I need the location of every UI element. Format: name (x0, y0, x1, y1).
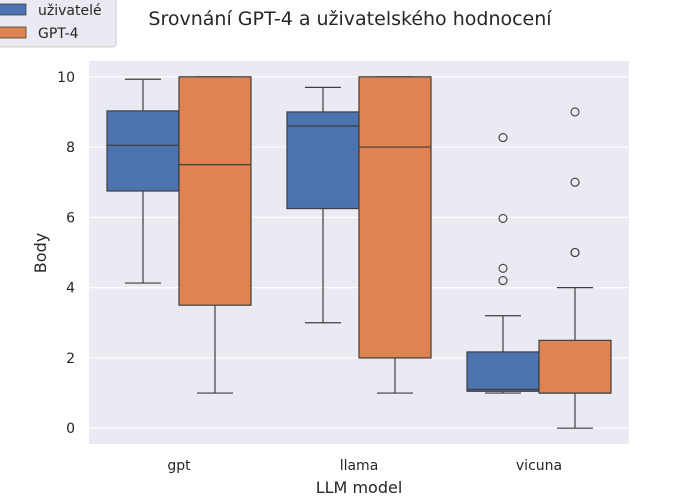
y-tick-label: 2 (66, 351, 75, 367)
y-axis-label: Body (31, 233, 50, 273)
y-tick-label: 10 (57, 70, 75, 86)
box (286, 111, 360, 210)
x-tick-label: vicuna (516, 458, 562, 474)
y-tick-label: 4 (66, 281, 75, 297)
box (538, 339, 612, 394)
legend-label-gpt4: GPT-4 (38, 26, 79, 42)
outlier-point (498, 213, 508, 223)
legend-label-users: uživatelé (38, 3, 102, 19)
box (358, 76, 432, 359)
box (466, 351, 540, 392)
outlier-point (498, 276, 508, 286)
outlier-point (570, 177, 580, 187)
outlier-point (498, 133, 508, 143)
box (178, 76, 252, 306)
x-axis-label: LLM model (316, 478, 403, 497)
outlier-point (498, 263, 508, 273)
legend: uživatelé GPT-4 (0, 0, 117, 48)
legend-swatch-users (0, 3, 27, 16)
chart-title: Srovnání GPT-4 a uživatelského hodnocení (148, 8, 552, 30)
y-tick-label: 8 (66, 140, 75, 156)
y-tick-label: 6 (66, 210, 75, 226)
x-tick-label: gpt (167, 458, 191, 474)
outlier-point (570, 107, 580, 117)
outlier-point (570, 247, 580, 258)
box (106, 110, 180, 192)
legend-box (0, 0, 117, 48)
legend-swatch-gpt4 (0, 26, 27, 39)
y-tick-label: 0 (66, 421, 75, 437)
x-tick-label: llama (340, 458, 379, 474)
